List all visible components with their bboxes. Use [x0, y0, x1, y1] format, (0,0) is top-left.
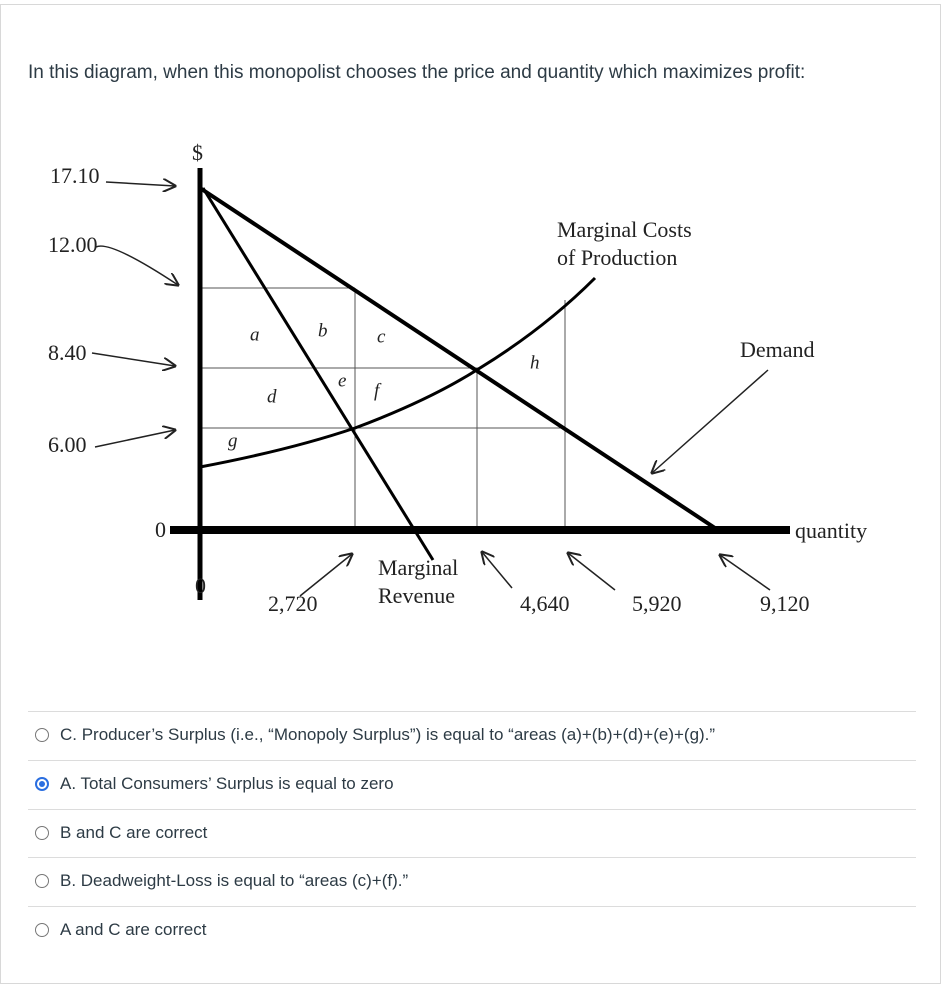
- area-label: g: [228, 430, 238, 451]
- quantity-label: 2,720: [268, 591, 318, 616]
- option-text[interactable]: C. Producer’s Surplus (i.e., “Monopoly S…: [60, 725, 716, 744]
- price-label: 12.00: [48, 232, 98, 257]
- option-text[interactable]: A. Total Consumers’ Surplus is equal to …: [60, 773, 394, 793]
- question: In this diagram, when this monopolist ch…: [28, 62, 806, 83]
- area-label: c: [377, 326, 386, 347]
- quantity-label: 4,640: [520, 591, 570, 616]
- diagram: $ 17.10 12.00 8.40 6.00 0 0 2,720 4,640 …: [48, 140, 867, 616]
- radio-button[interactable]: [35, 825, 49, 840]
- option[interactable]: A and C are correct: [28, 906, 916, 955]
- mc-label: Marginal Costs: [557, 217, 692, 242]
- area-label: a: [250, 324, 260, 345]
- mc-curve: [199, 276, 597, 469]
- area-label: e: [338, 370, 346, 391]
- arrows: [91, 182, 771, 597]
- area-label: d: [267, 386, 277, 407]
- area-label: f: [374, 380, 382, 401]
- mr-label: Revenue: [378, 583, 455, 608]
- demand-label: Demand: [740, 337, 815, 362]
- guide-lines: [200, 287, 566, 530]
- axis-label: quantity: [795, 518, 867, 543]
- mc-label: of Production: [557, 245, 677, 270]
- demand-curve: [198, 186, 720, 532]
- area-label: h: [530, 352, 540, 373]
- quantity-label: 5,920: [632, 591, 682, 616]
- radio-button[interactable]: [35, 874, 49, 889]
- mr-label: Marginal: [378, 555, 458, 580]
- option-text[interactable]: A and C are correct: [60, 920, 207, 940]
- option[interactable]: B. Deadweight-Loss is equal to “areas (c…: [28, 857, 916, 906]
- price-label: 17.10: [50, 163, 100, 188]
- price-label: 6.00: [48, 432, 87, 457]
- radio-button[interactable]: [35, 728, 49, 742]
- quantity-label: 9,120: [760, 591, 810, 616]
- option[interactable]: B and C are correct: [28, 808, 916, 858]
- option[interactable]: A. Total Consumers’ Surplus is equal to …: [28, 759, 916, 809]
- option-text[interactable]: B and C are correct: [60, 822, 208, 842]
- price-origin: 0: [155, 517, 166, 542]
- price-label: 8.40: [48, 340, 87, 365]
- radio-button[interactable]: [35, 776, 49, 791]
- mr-curve: [201, 187, 435, 561]
- option-text[interactable]: B. Deadweight-Loss is equal to “areas (c…: [60, 871, 409, 891]
- radio-button[interactable]: [35, 923, 49, 938]
- currency-label: $: [192, 140, 203, 165]
- area-label: b: [318, 320, 328, 341]
- quantity-origin: 0: [195, 573, 206, 598]
- option[interactable]: C. Producer’s Surplus (i.e., “Monopoly S…: [28, 711, 916, 760]
